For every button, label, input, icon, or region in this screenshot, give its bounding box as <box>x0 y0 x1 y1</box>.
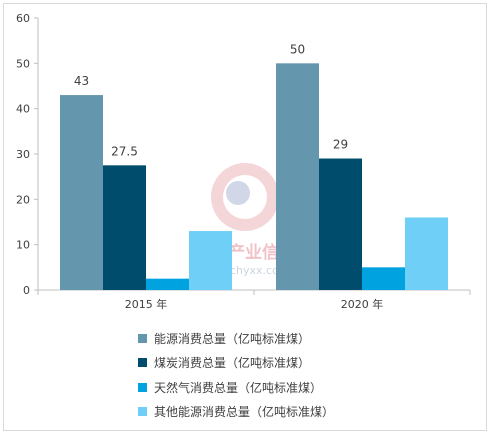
y-tick-label: 30 <box>16 148 30 161</box>
legend-swatch <box>138 333 147 343</box>
bar <box>146 278 189 290</box>
data-labels: 43 27.5 50 29 <box>74 42 348 158</box>
legend-item: 天然气消费总量（亿吨标准煤） <box>138 375 398 400</box>
legend-item: 能源消费总量（亿吨标准煤） <box>138 326 398 351</box>
legend-label: 能源消费总量（亿吨标准煤） <box>154 331 311 346</box>
bar <box>276 63 319 291</box>
bar <box>319 158 362 290</box>
legend-label: 煤炭消费总量（亿吨标准煤） <box>154 356 311 371</box>
legend-item: 其他能源消费总量（亿吨标准煤） <box>138 400 398 425</box>
legend-swatch <box>138 382 147 392</box>
legend-label: 其他能源消费总量（亿吨标准煤） <box>154 405 335 420</box>
y-tick-label: 0 <box>23 284 30 297</box>
bar <box>60 95 103 290</box>
bar <box>362 267 405 290</box>
data-label: 50 <box>290 42 305 56</box>
x-tick-label: 2020 年 <box>341 297 384 311</box>
data-label: 29 <box>333 138 348 152</box>
y-tick-label: 60 <box>16 12 30 25</box>
data-label: 43 <box>74 74 89 88</box>
legend: 能源消费总量（亿吨标准煤） 煤炭消费总量（亿吨标准煤） 天然气消费总量（亿吨标准煤）… <box>138 326 398 424</box>
data-label: 27.5 <box>111 144 138 158</box>
bar <box>405 217 448 290</box>
legend-swatch <box>138 358 147 368</box>
legend-item: 煤炭消费总量（亿吨标准煤） <box>138 351 398 376</box>
y-tick-label: 40 <box>16 103 30 116</box>
y-tick-label: 50 <box>16 57 30 70</box>
legend-swatch <box>138 407 147 417</box>
legend-label: 天然气消费总量（亿吨标准煤） <box>154 380 323 395</box>
bar <box>189 231 232 290</box>
bar <box>103 165 146 290</box>
y-tick-label: 20 <box>16 193 30 206</box>
y-tick-label: 10 <box>16 239 30 252</box>
x-tick-label: 2015 年 <box>125 297 168 311</box>
bars <box>60 63 448 291</box>
